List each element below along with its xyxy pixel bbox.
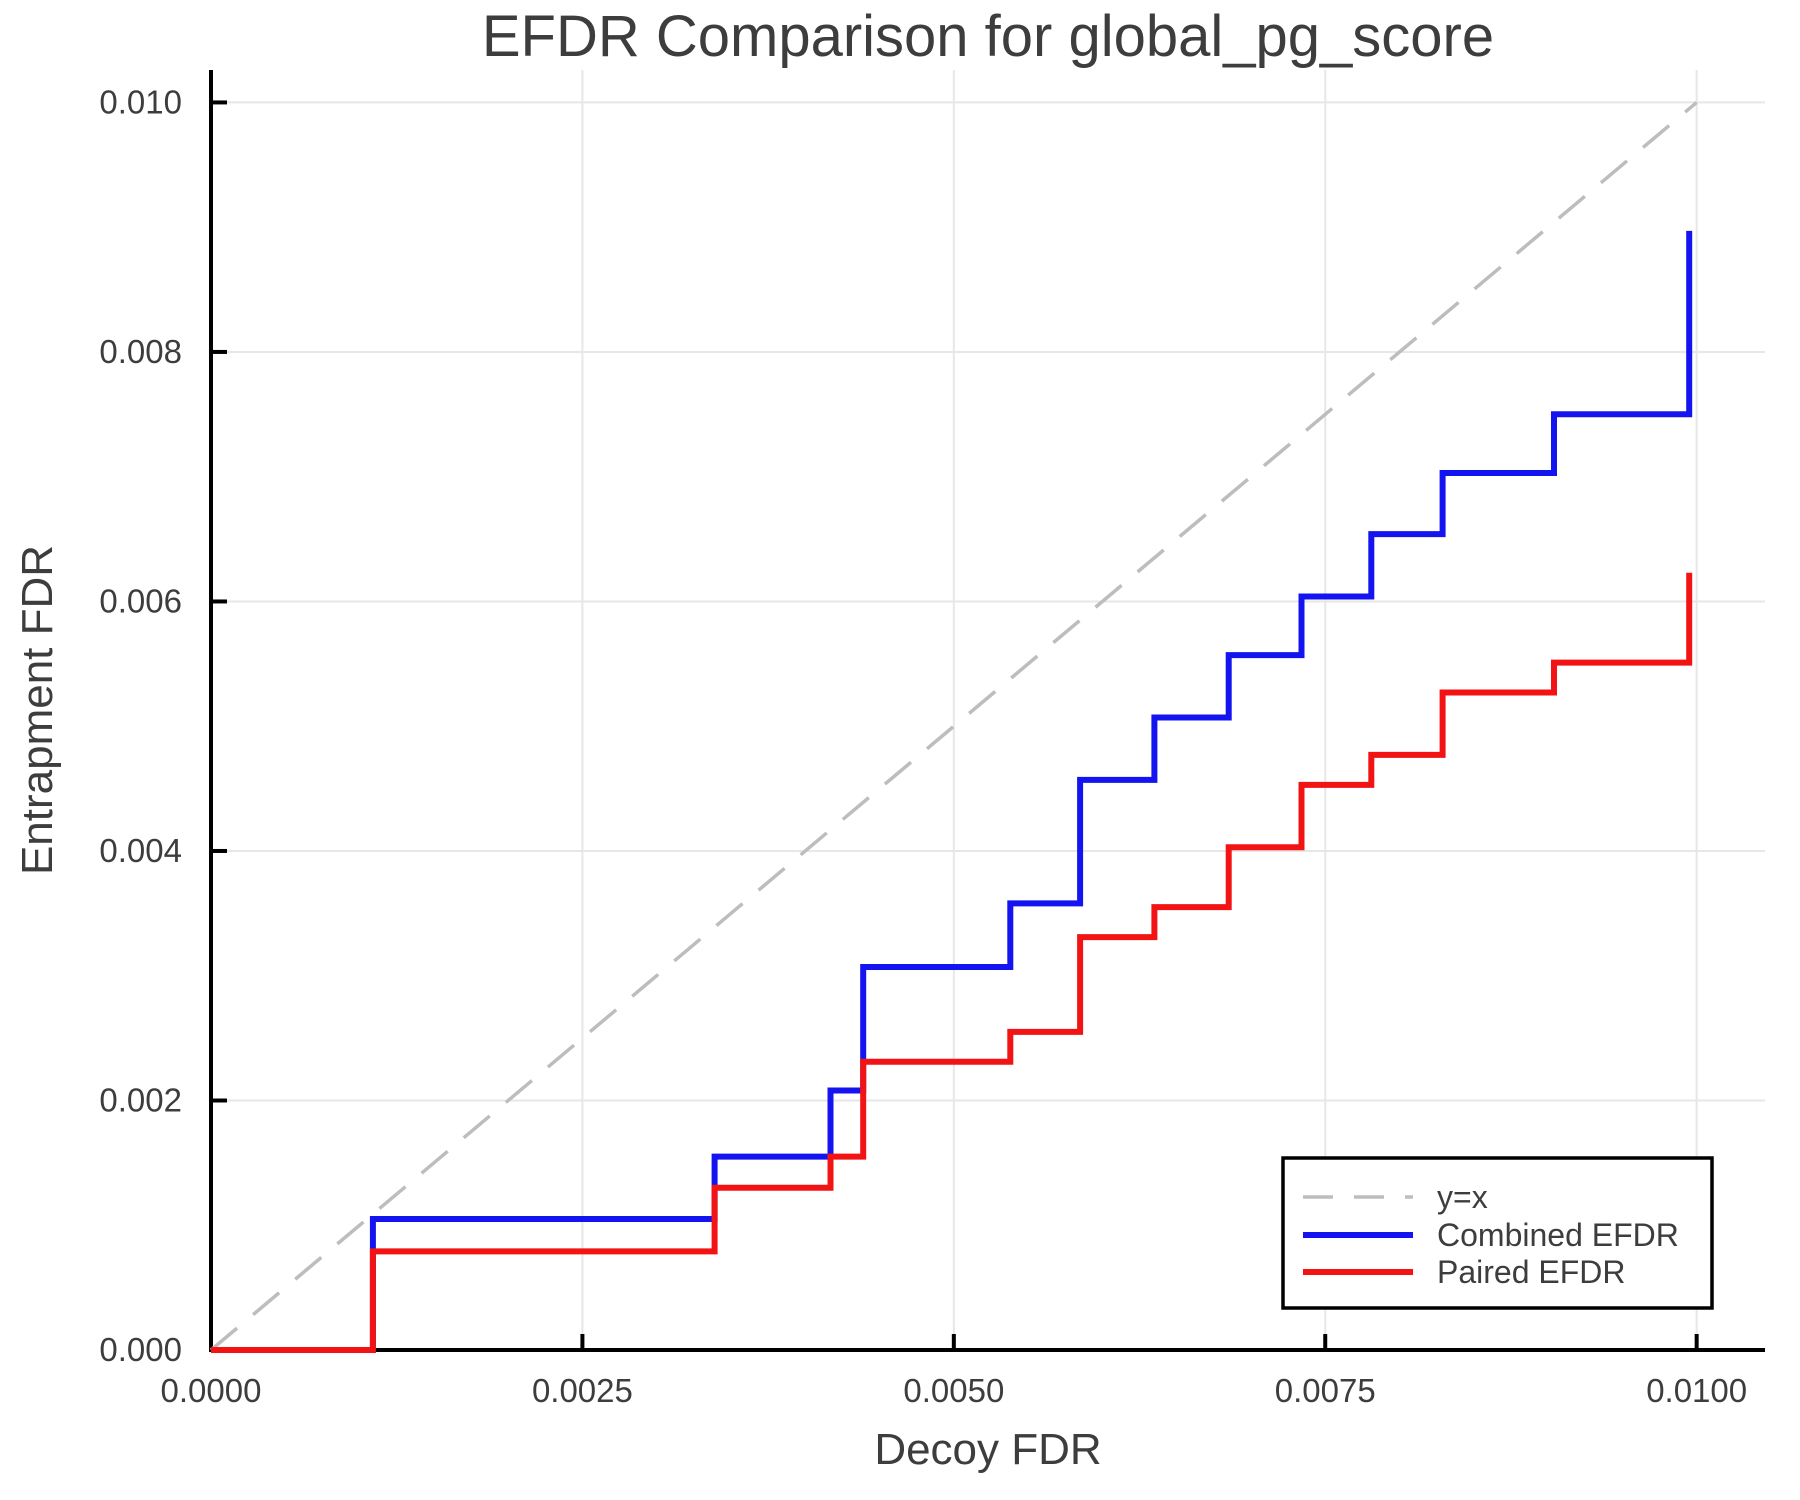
y-tick-label: 0.000 (99, 1331, 182, 1368)
legend-label-combined: Combined EFDR (1437, 1217, 1679, 1253)
legend-label-paired: Paired EFDR (1437, 1254, 1626, 1290)
axes-spines (209, 70, 1765, 1352)
y-axis-label: Entrapment FDR (13, 545, 62, 875)
paired-efdr-line (211, 572, 1693, 1353)
x-axis-label: Decoy FDR (874, 1425, 1101, 1474)
legend: y=x Combined EFDR Paired EFDR (1281, 1156, 1714, 1310)
legend-label-identity: y=x (1437, 1179, 1488, 1215)
chart-title: EFDR Comparison for global_pg_score (482, 4, 1494, 69)
y-tick-label: 0.008 (99, 333, 182, 370)
axis-tick-labels: 0.0000 0.0025 0.0050 0.0075 0.0100 0.000 0.002… (99, 83, 1747, 1409)
x-tick-label: 0.0000 (161, 1372, 262, 1409)
x-tick-label: 0.0100 (1646, 1372, 1747, 1409)
y-tick-label: 0.010 (99, 83, 182, 120)
x-tick-label: 0.0075 (1275, 1372, 1376, 1409)
x-tick-label: 0.0025 (532, 1372, 633, 1409)
identity-reference-line (209, 101, 1698, 1352)
gridlines (211, 70, 1765, 1350)
y-tick-label: 0.002 (99, 1081, 182, 1118)
y-tick-label: 0.004 (99, 832, 182, 869)
x-tick-label: 0.0050 (903, 1372, 1004, 1409)
combined-efdr-line (211, 230, 1693, 1353)
y-tick-label: 0.006 (99, 582, 182, 619)
